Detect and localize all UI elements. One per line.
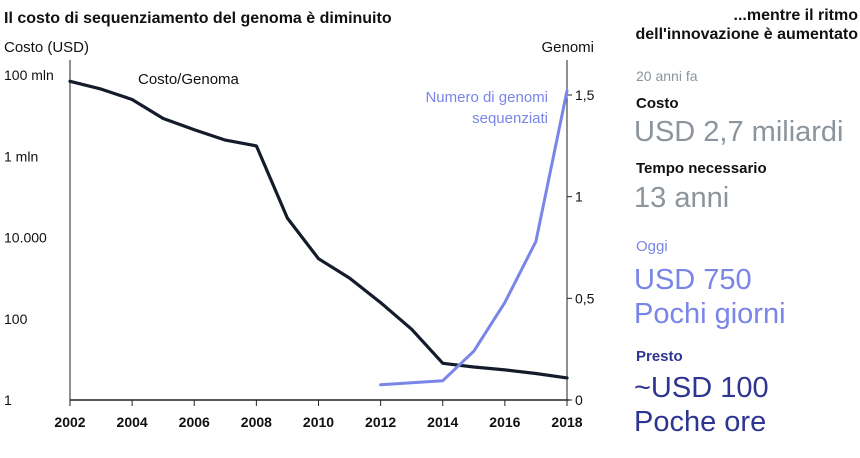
cost-label: Costo [636,95,679,112]
y-axis-right-title: Genomi [541,39,594,56]
y-axis-left-title: Costo (USD) [4,39,89,56]
x-tick-label: 2014 [427,414,458,430]
series-labels: Costo/Genoma Numero di genomi sequenziati [138,71,548,127]
y-right-tick-label: 0,5 [575,290,595,306]
x-tick-label: 2018 [551,414,582,430]
y-left-tick-label: 100 mln [4,67,54,83]
y-right-tick-label: 0 [575,392,583,408]
x-tick-label: 2016 [489,414,520,430]
x-tick-label: 2010 [303,414,334,430]
axes [69,60,572,406]
past-cost-value: USD 2,7 miliardi [634,116,844,148]
y-left-tick-label: 10.000 [4,230,47,246]
chart-title: Il costo di sequenziamento del genoma è … [4,10,392,27]
soon-cost-value: ~USD 100 [634,372,769,404]
x-tick-label: 2004 [117,414,148,430]
past-time-value: 13 anni [634,182,730,214]
tick-labels: 1 100 10.000 1 mln 100 mln 0 0,5 1 1,5 2002 2004 20… [4,67,595,430]
series-line-cost [68,79,569,380]
series-label-cost: Costo/Genoma [138,71,240,88]
today-label: Oggi [636,238,668,255]
side-panel: ...mentre il ritmo dell'innovazione è au… [620,6,858,44]
x-tick-label: 2012 [365,414,396,430]
chart: Il costo di sequenziamento del genoma è … [4,10,595,430]
series-line-genomes [379,89,569,387]
y-left-tick-label: 100 [4,311,28,327]
soon-label: Presto [636,348,683,365]
x-tick-label: 2002 [54,414,85,430]
today-cost-value: USD 750 [634,264,752,296]
y-right-tick-label: 1 [575,189,583,205]
past-label: 20 anni fa [636,68,698,84]
time-label: Tempo necessario [636,160,767,177]
series-label-genomes: sequenziati [472,110,548,127]
y-left-tick-label: 1 mln [4,148,38,164]
series-lines [68,79,569,387]
soon-time-value: Poche ore [634,406,767,438]
x-tick-label: 2006 [179,414,210,430]
x-tick-label: 2008 [241,414,272,430]
y-right-tick-label: 1,5 [575,87,595,103]
panel-heading: ...mentre il ritmo dell'innovazione è au… [635,7,858,43]
y-left-tick-label: 1 [4,392,12,408]
today-time-value: Pochi giorni [634,298,786,330]
series-label-genomes: Numero di genomi [425,89,548,106]
